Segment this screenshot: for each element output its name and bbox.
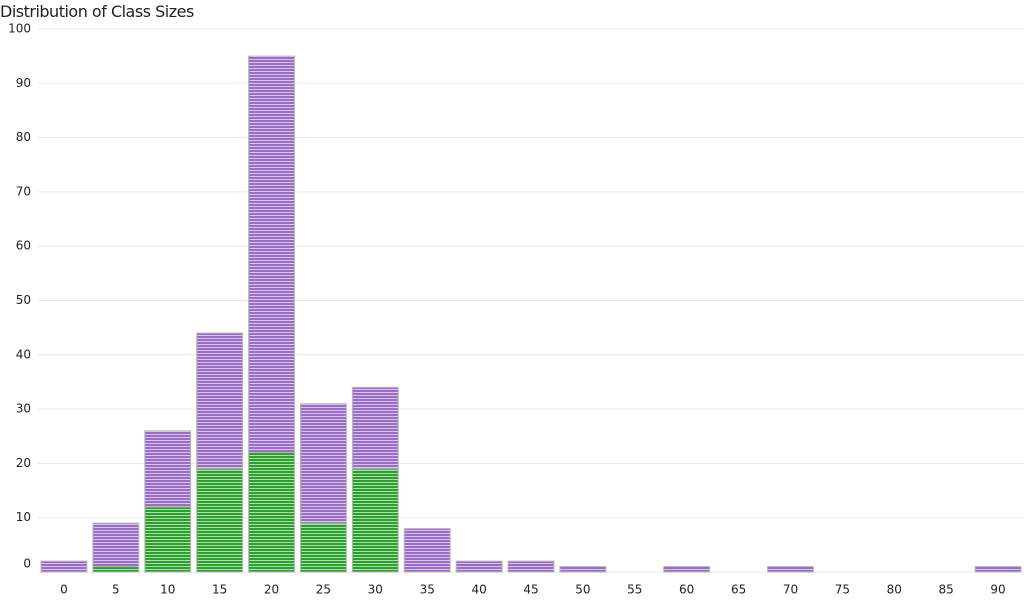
- x-tick-label-30: 30: [368, 583, 383, 597]
- x-tick-label-0: 0: [60, 583, 68, 597]
- y-tick-label-20: 20: [16, 456, 31, 470]
- x-tick-label-40: 40: [471, 583, 486, 597]
- x-tick-label-10: 10: [160, 583, 175, 597]
- bar-0-series-1: [40, 560, 88, 573]
- bar-20-series-0: [248, 452, 295, 573]
- x-tick-label-5: 5: [112, 583, 120, 597]
- y-tick-label-80: 80: [16, 130, 31, 144]
- x-tick-label-65: 65: [731, 583, 746, 597]
- x-tick-label-45: 45: [523, 583, 538, 597]
- x-tick-label-55: 55: [627, 583, 642, 597]
- bar-25-series-0: [299, 522, 347, 573]
- y-tick-label-70: 70: [16, 184, 31, 198]
- x-tick-label-80: 80: [887, 583, 902, 597]
- bar-45-series-1: [507, 560, 555, 573]
- bar-35-series-1: [403, 528, 451, 573]
- bar-15-series-0: [196, 468, 244, 573]
- x-tick-label-75: 75: [835, 583, 850, 597]
- x-tick-label-50: 50: [575, 583, 590, 597]
- y-tick-label-40: 40: [16, 347, 31, 361]
- bar-5-series-0: [92, 566, 140, 573]
- y-tick-label-50: 50: [16, 293, 31, 307]
- bar-70-series-1: [767, 566, 814, 573]
- y-tick-label-10: 10: [16, 510, 31, 524]
- x-tick-label-25: 25: [316, 583, 331, 597]
- x-tick-label-85: 85: [939, 583, 954, 597]
- bar-5-series-1: [92, 522, 140, 568]
- x-tick-label-35: 35: [420, 583, 435, 597]
- bar-15-series-1: [196, 332, 244, 470]
- x-axis-ticks: 0 5 10 15 20 25 30 35 40 45 50 55 60 65 70 75 80 85 90: [60, 583, 1006, 597]
- bar-30-series-1: [351, 386, 399, 470]
- bar-10-series-0: [144, 506, 192, 573]
- bar-30-series-0: [351, 468, 399, 573]
- y-tick-label-100: 100: [8, 22, 31, 36]
- bar-40-series-1: [455, 560, 503, 573]
- bar-60-series-1: [663, 566, 711, 573]
- bars: [40, 55, 1022, 573]
- x-tick-label-90: 90: [990, 583, 1005, 597]
- x-tick-label-20: 20: [264, 583, 279, 597]
- bar-10-series-1: [144, 430, 192, 508]
- bar-25-series-1: [299, 403, 347, 524]
- y-tick-label-90: 90: [16, 76, 31, 90]
- x-tick-label-15: 15: [212, 583, 227, 597]
- bar-50-series-1: [559, 566, 607, 573]
- bar-20-series-1: [248, 55, 295, 454]
- bar-90-series-1: [974, 566, 1022, 573]
- y-axis-ticks: 0 10 20 30 40 50 60 70 80 90 100: [8, 22, 31, 571]
- y-tick-label-60: 60: [16, 239, 31, 253]
- y-tick-label-0: 0: [23, 557, 31, 571]
- x-tick-label-70: 70: [783, 583, 798, 597]
- y-tick-label-30: 30: [16, 402, 31, 416]
- x-tick-label-60: 60: [679, 583, 694, 597]
- chart-title: Distribution of Class Sizes: [0, 2, 194, 21]
